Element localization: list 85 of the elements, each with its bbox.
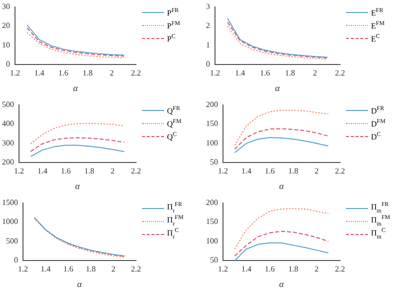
x-tick-label: 2.2 (131, 68, 141, 78)
y-tick-label: 0 (14, 256, 18, 265)
y-tick-label: 400 (2, 119, 14, 128)
x-tick-label: 2.2 (335, 166, 345, 176)
x-tick-label: 2 (110, 166, 115, 176)
x-tick-label: 2 (110, 68, 114, 78)
y-tick-label: 100 (206, 138, 218, 148)
x-axis-title: α (73, 82, 78, 93)
x-axis-title: α (275, 82, 280, 93)
y-tick-label: 3 (206, 2, 210, 11)
x-tick-label: 1.4 (235, 68, 245, 78)
x-tick-label: 1.6 (260, 68, 270, 78)
y-tick-label: 1500 (2, 198, 18, 207)
legend-label: D$^{C}$ (371, 132, 381, 142)
y-tick-label: 200 (2, 158, 14, 167)
x-tick-label: 1.8 (285, 68, 295, 78)
y-tick-label: 300 (2, 138, 14, 148)
x-tick-label: 1.2 (218, 264, 228, 274)
x-tick-label: 1.6 (264, 166, 275, 176)
x-tick-label: 1.4 (40, 264, 51, 274)
y-tick-label: 0 (206, 60, 210, 69)
x-tick-label: 2 (314, 166, 319, 176)
x-tick-label: 2.2 (335, 68, 345, 78)
x-tick-label: 2.2 (131, 264, 141, 274)
line-series (26, 32, 124, 58)
y-tick-label: 20 (2, 21, 10, 30)
x-tick-label: 1.8 (288, 264, 298, 274)
x-tick-label: 1.2 (218, 166, 228, 176)
line-series (234, 230, 329, 256)
x-tick-label: 1.2 (210, 68, 220, 78)
line-series (234, 208, 329, 250)
y-tick-label: 150 (206, 119, 218, 128)
x-tick-label: 1.6 (60, 166, 71, 176)
y-tick-label: 1 (206, 40, 210, 50)
line-series (234, 128, 329, 150)
x-tick-label: 2.2 (131, 166, 141, 176)
legend-label: P$^{C}$ (167, 34, 176, 44)
y-tick-label: 150 (206, 217, 218, 226)
x-tick-label: 1.6 (63, 264, 74, 274)
line-series (30, 137, 125, 152)
line-series (234, 110, 329, 146)
y-tick-label: 30 (2, 2, 10, 11)
x-tick-label: 1.2 (10, 68, 20, 78)
legend-label: Q$^{FR}$ (167, 106, 180, 116)
x-tick-label: 1.4 (241, 264, 252, 274)
legend-label: P$^{FM}$ (167, 20, 180, 30)
x-tick-label: 2 (313, 68, 317, 78)
x-tick-label: 1.4 (241, 166, 252, 176)
x-tick-label: 2 (314, 264, 319, 274)
y-tick-label: 200 (206, 198, 218, 207)
x-tick-label: 1.8 (86, 264, 96, 274)
y-tick-label: 1000 (2, 217, 18, 226)
legend-label: Q$^{C}$ (167, 132, 177, 142)
x-tick-label: 1.2 (14, 166, 24, 176)
x-tick-label: 1.2 (18, 264, 28, 274)
legend-label: E$^{FR}$ (371, 8, 384, 18)
x-axis-title: α (279, 180, 284, 191)
x-tick-label: 1.8 (82, 68, 93, 78)
x-tick-label: 1.8 (288, 166, 298, 176)
x-tick-label: 1.4 (34, 68, 44, 78)
y-tick-label: 200 (206, 100, 218, 109)
legend-label: D$^{FR}$ (371, 106, 384, 116)
x-axis-title: α (75, 180, 80, 191)
y-tick-label: 50 (210, 158, 218, 167)
x-tick-label: 2 (111, 264, 116, 274)
x-tick-label: 1.4 (37, 166, 48, 176)
line-series (30, 122, 125, 144)
y-tick-label: 0 (6, 60, 10, 69)
legend-label: E$^{FM}$ (371, 20, 385, 30)
y-tick-label: 100 (206, 236, 218, 246)
x-tick-label: 1.8 (84, 166, 94, 176)
legend-label: Q$^{FM}$ (167, 118, 182, 128)
y-tick-label: 10 (2, 40, 10, 50)
legend-label: D$^{FM}$ (371, 118, 386, 128)
y-tick-label: 500 (6, 236, 18, 246)
y-tick-label: 500 (2, 100, 14, 109)
x-axis-title: α (279, 278, 284, 289)
x-axis-title: α (77, 278, 82, 289)
x-tick-label: 2.2 (335, 264, 345, 274)
x-tick-label: 1.6 (58, 68, 68, 78)
legend-label: P$^{FR}$ (167, 8, 179, 18)
y-tick-label: 2 (206, 21, 210, 30)
legend-label: E$^{C}$ (371, 34, 380, 44)
x-tick-label: 1.6 (264, 264, 275, 274)
y-tick-label: 50 (210, 256, 218, 265)
